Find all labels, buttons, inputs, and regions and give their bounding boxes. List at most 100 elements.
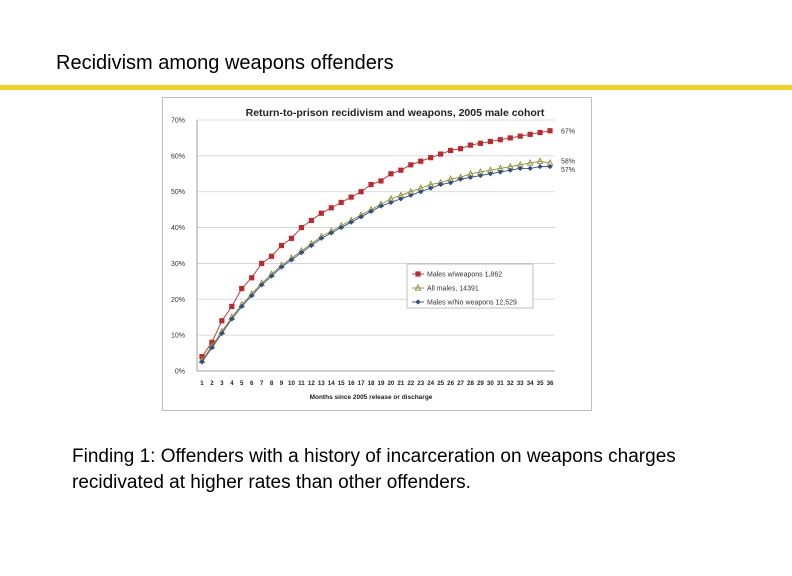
y-tick-label: 0% [175,369,185,376]
y-tick-label: 30% [171,261,185,268]
x-tick-label: 6 [250,380,254,387]
data-point [547,164,553,170]
data-point [527,165,533,172]
data-point [259,260,265,267]
legend: Males w/weapons 1,862 All males, 14391 Mal… [406,263,534,309]
slide-title: Recidivism among weapons offenders [56,52,394,74]
x-tick-label: 23 [417,380,424,387]
legend-swatch-marker [415,299,421,305]
data-point [507,167,513,173]
x-tick-label: 13 [318,380,325,387]
x-tick-label: 18 [368,380,375,387]
x-tick-label: 3 [220,380,224,387]
data-point [268,253,275,259]
data-point [418,189,424,195]
data-point [438,151,444,157]
data-point [408,162,414,168]
y-tick-label: 60% [171,153,185,160]
data-point [199,359,205,365]
data-point [517,133,523,139]
x-tick-label: 34 [527,380,534,387]
data-point [517,165,523,172]
data-point [467,142,474,148]
data-point [438,181,444,188]
x-tick-label: 10 [288,380,295,387]
x-tick-label: 27 [457,380,464,387]
y-tick-label: 70% [171,118,185,125]
x-tick-label: 2 [210,380,214,387]
data-point [388,171,394,177]
x-tick-label: 36 [547,380,554,387]
x-tick-label: 28 [467,380,474,387]
data-point [428,185,434,191]
data-point [368,208,374,215]
end-value-label: 57% [561,167,575,174]
data-point [358,189,364,195]
data-point [338,199,344,206]
data-point [288,235,295,241]
x-tick-label: 16 [348,380,355,387]
legend-label: Males w/No weapons 12,529 [427,300,517,307]
data-point [457,176,464,182]
data-point [487,138,493,145]
data-point [526,159,534,166]
data-point [239,303,245,310]
data-point [239,285,245,292]
x-tick-label: 25 [437,380,444,387]
x-tick-label: 7 [260,380,264,387]
y-tick-label: 20% [171,297,185,304]
x-tick-label: 33 [517,380,524,387]
title-rule [0,85,792,90]
recidivism-chart: Return-to-prison recidivism and weapons,… [171,107,575,401]
end-value-label: 67% [561,128,575,135]
legend-swatch-marker [415,271,421,277]
x-tick-label: 1 [200,380,204,387]
data-point [457,146,464,152]
x-tick-label: 8 [270,380,274,387]
finding-text: Finding 1: Offenders with a history of i… [72,446,676,493]
data-point [338,224,344,231]
y-tick-label: 10% [171,333,185,340]
data-point [487,171,493,177]
data-point [318,210,324,216]
data-point [497,169,503,175]
x-tick-label: 19 [378,380,385,387]
series-layer [198,128,554,365]
series-line [201,130,551,357]
data-point [536,157,544,164]
data-point [398,167,404,173]
x-tick-label: 35 [537,380,544,387]
x-tick-label: 26 [447,380,454,387]
series-line [201,160,551,361]
x-tick-label: 14 [328,380,335,387]
data-point [298,224,305,231]
x-tick-label: 17 [358,380,365,387]
data-point [229,303,235,310]
data-point [318,235,324,241]
chart-title: Return-to-prison recidivism and weapons,… [246,107,545,119]
x-tick-label: 31 [497,380,504,387]
x-tick-label: 24 [427,380,434,387]
data-point [547,128,553,134]
series-3 [199,164,553,365]
grid-layer [197,119,555,372]
x-tick-label: 30 [487,380,494,387]
data-point [477,172,484,179]
data-point [328,230,334,236]
data-point [497,137,503,143]
data-point [268,273,275,279]
data-point [378,203,384,209]
legend-swatch-marker [414,283,422,291]
data-point [447,147,454,154]
data-point [537,129,543,136]
data-point [249,275,255,281]
data-point [467,174,474,180]
data-point [537,164,543,170]
data-point [219,318,225,324]
data-point [408,192,414,198]
legend-label: All males, 14391 [427,286,479,293]
data-point [527,131,533,137]
x-tick-label: 9 [280,380,284,387]
data-point [278,242,285,249]
data-point [418,158,424,164]
